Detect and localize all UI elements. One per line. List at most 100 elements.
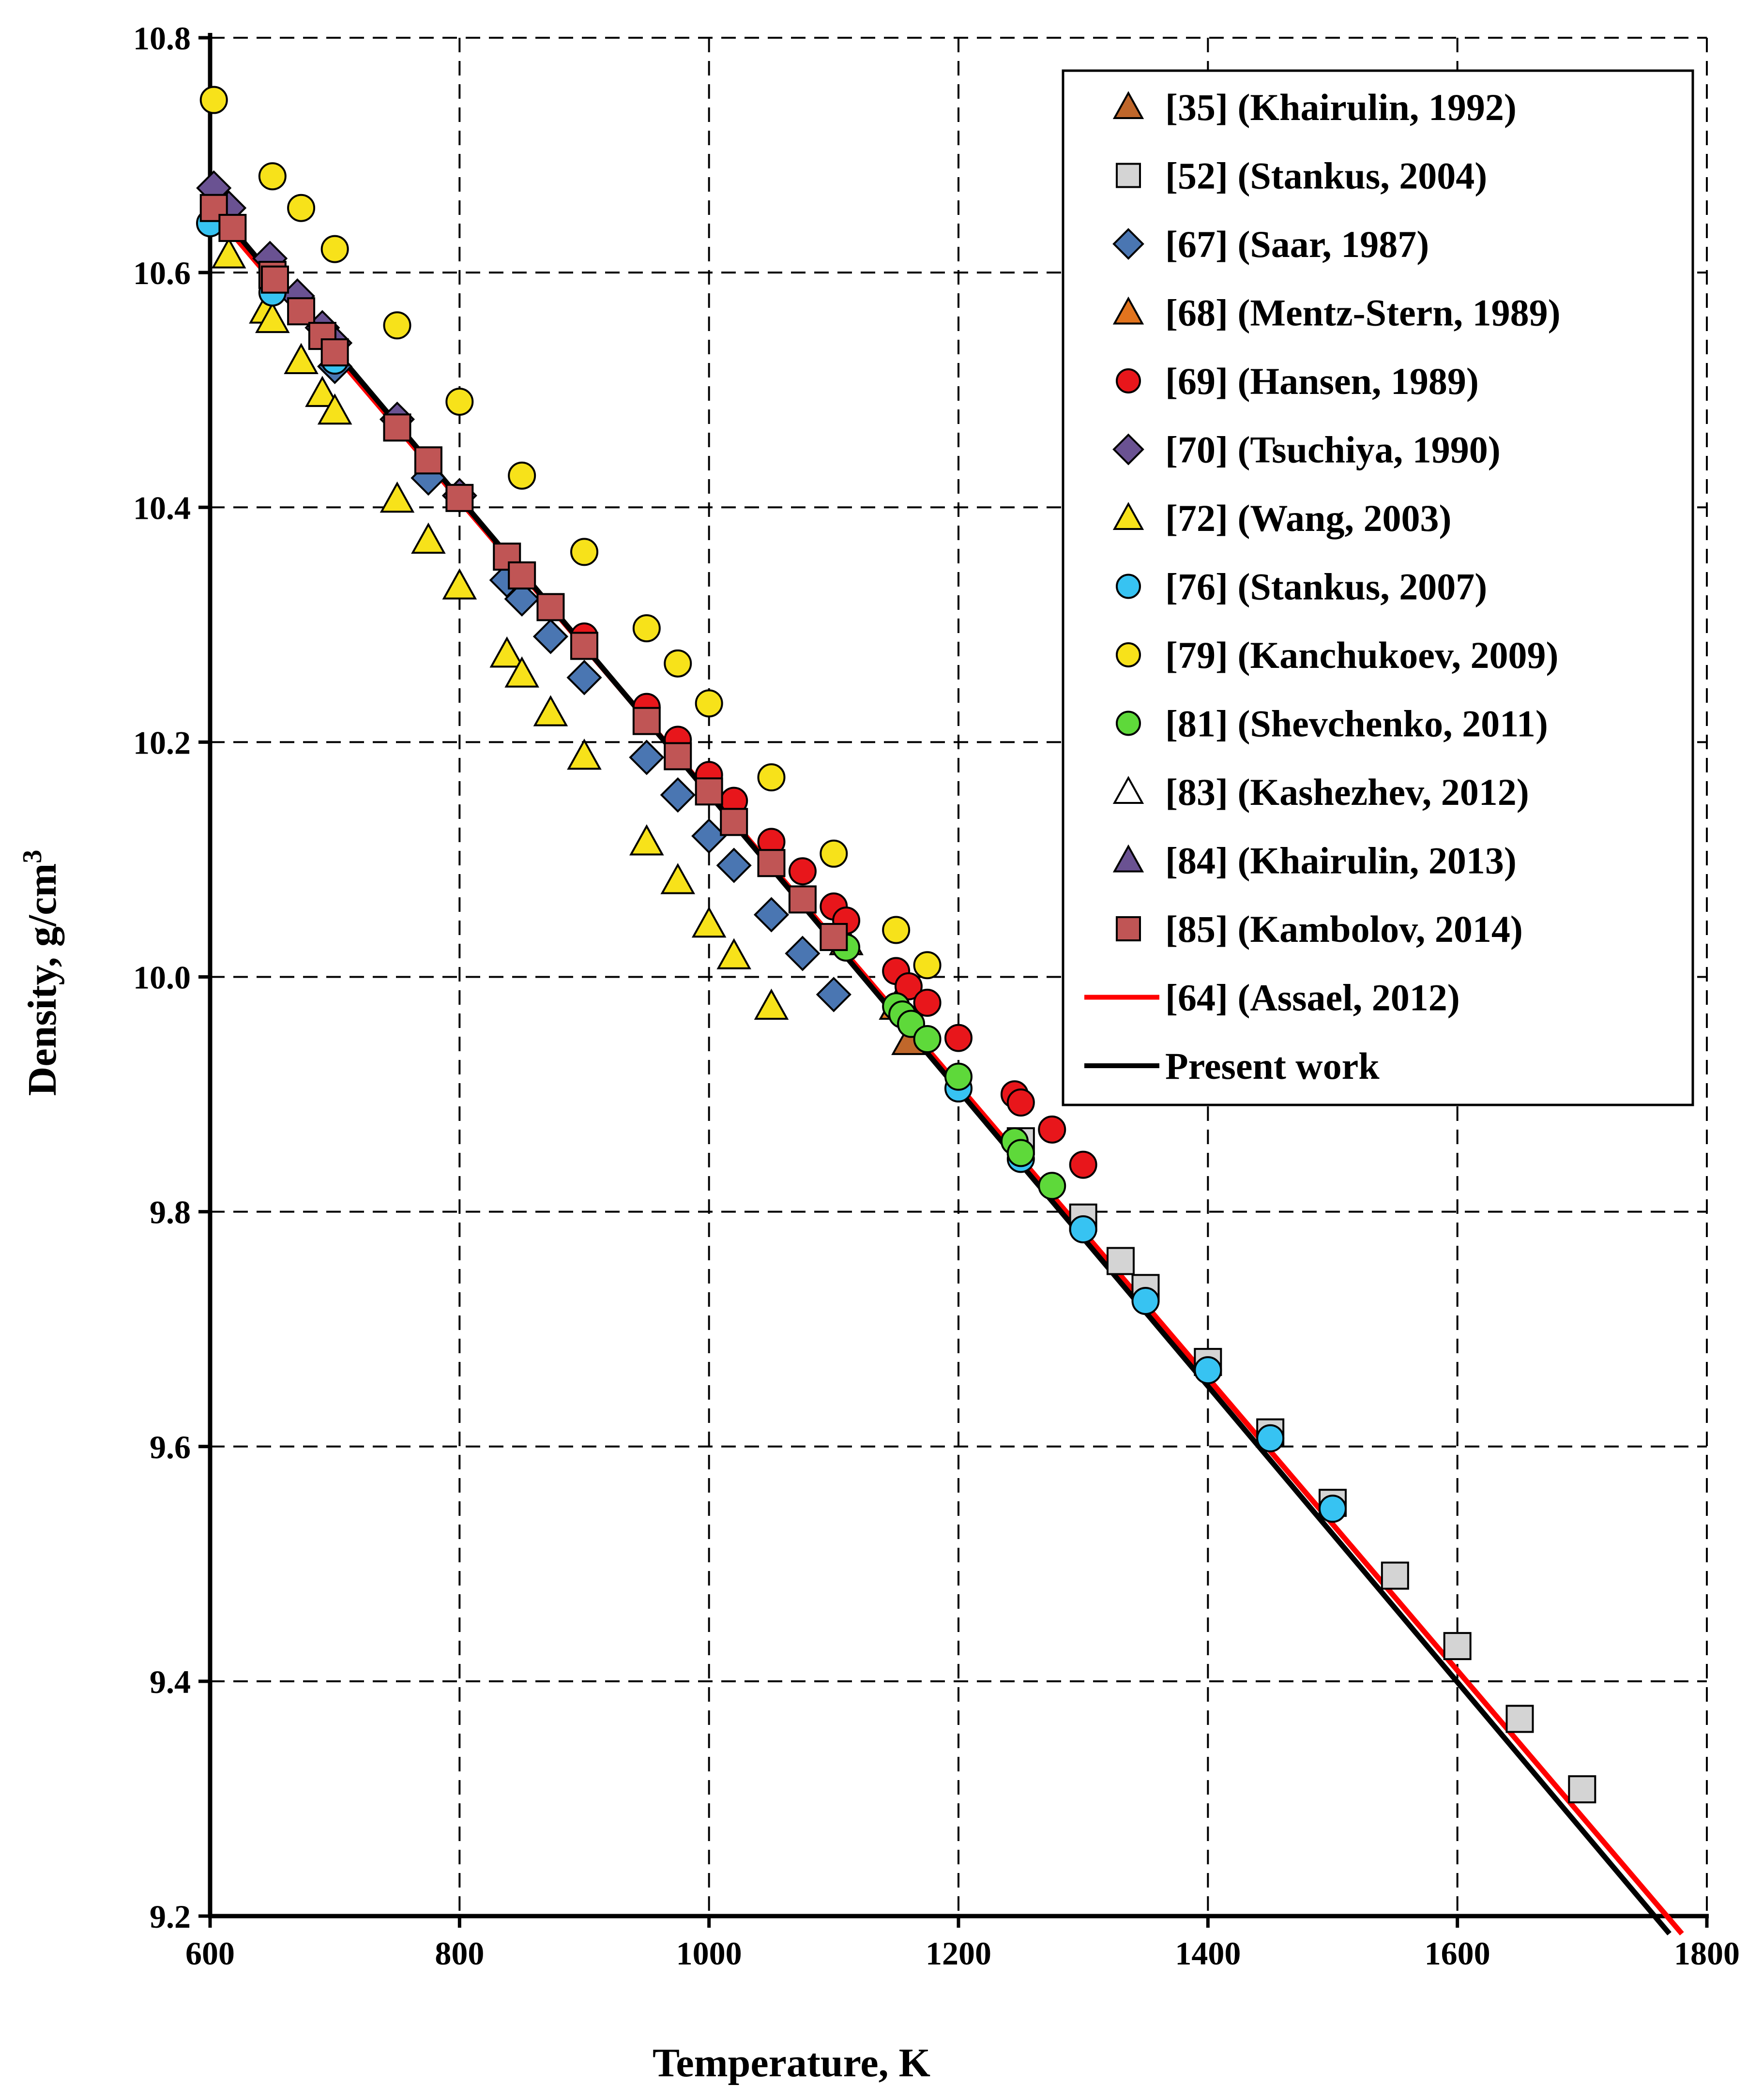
legend-marker-s81 — [1116, 710, 1141, 736]
y-tick-label: 9.2 — [150, 1898, 191, 1935]
legend-label-s76: [76] (Stankus, 2007) — [1165, 566, 1487, 608]
legend-label-s69: [69] (Hansen, 1989) — [1165, 360, 1479, 402]
point-s81 — [1038, 1172, 1066, 1200]
point-s85 — [536, 593, 565, 621]
y-tick-label: 10.6 — [133, 255, 191, 291]
point-s72 — [504, 656, 539, 688]
y-tick-label: 10.4 — [133, 489, 191, 526]
point-s85 — [788, 885, 817, 914]
y-tick-label: 10.8 — [133, 20, 191, 57]
axes — [198, 33, 1709, 1928]
y-axis-title-superscript: 3 — [17, 850, 47, 863]
point-s67 — [660, 777, 696, 813]
point-s79 — [570, 538, 598, 566]
legend: [35] (Khairulin, 1992) [52] (Stankus, 200… — [1062, 69, 1694, 1106]
legend-marker-s67 — [1112, 228, 1144, 260]
legend-label-s72: [72] (Wang, 2003) — [1165, 497, 1451, 539]
point-s72 — [660, 863, 696, 894]
point-s79 — [820, 839, 848, 868]
point-s85 — [695, 777, 723, 806]
point-s69 — [894, 972, 923, 1000]
legend-marker-s79 — [1116, 642, 1141, 667]
point-s85 — [320, 338, 349, 367]
legend-label-s70: [70] (Tsuchiya, 1990) — [1165, 429, 1501, 471]
point-s72 — [567, 738, 602, 770]
point-s85 — [720, 808, 748, 836]
point-s67 — [504, 581, 540, 617]
point-s69 — [944, 1024, 973, 1052]
point-s72 — [533, 695, 568, 726]
x-tick-label: 800 — [435, 1935, 484, 1972]
point-s69 — [913, 988, 942, 1017]
point-s72 — [629, 824, 664, 856]
legend-label-s79: [79] (Kanchukoev, 2009) — [1165, 634, 1559, 676]
point-s72 — [716, 938, 751, 969]
point-s67 — [716, 847, 752, 883]
x-tick-label: 1200 — [926, 1935, 991, 1972]
point-s85 — [218, 213, 247, 242]
legend-label-s67: [67] (Saar, 1987) — [1165, 223, 1429, 265]
point-s85 — [664, 742, 692, 771]
legend-marker-s35 — [1112, 91, 1144, 120]
point-s67 — [532, 619, 569, 654]
point-s79 — [632, 614, 661, 643]
point-s85 — [383, 413, 411, 442]
point-s52 — [1568, 1775, 1596, 1804]
point-s79 — [287, 194, 316, 222]
point-s52 — [1381, 1561, 1409, 1590]
x-tick-label: 1600 — [1425, 1935, 1490, 1972]
point-s79 — [445, 387, 474, 416]
point-s76 — [1194, 1356, 1222, 1385]
legend-marker-s68 — [1112, 296, 1144, 325]
point-s81 — [913, 1025, 942, 1054]
point-s79 — [508, 461, 536, 490]
x-tick-label: 1400 — [1175, 1935, 1241, 1972]
point-s76 — [1131, 1286, 1160, 1315]
point-s79 — [913, 951, 942, 980]
legend-label-s84: [84] (Khairulin, 2013) — [1165, 840, 1517, 882]
point-s69 — [1006, 1088, 1035, 1117]
y-axis-title-text: Density, g/cm — [20, 863, 65, 1096]
legend-label-s85: [85] (Kambolov, 2014) — [1165, 908, 1523, 950]
y-tick-label: 10.2 — [133, 724, 191, 761]
point-s72 — [489, 636, 525, 668]
point-s52 — [1443, 1632, 1472, 1661]
point-s85 — [260, 265, 289, 294]
point-s85 — [757, 849, 786, 877]
point-s79 — [882, 916, 911, 944]
y-tick-label: 9.4 — [150, 1663, 191, 1700]
point-s72 — [754, 988, 789, 1020]
legend-marker-s72 — [1112, 502, 1144, 530]
point-s72 — [691, 906, 727, 938]
point-s72 — [442, 568, 477, 600]
point-s85 — [820, 923, 848, 952]
x-tick-label: 600 — [185, 1935, 235, 1972]
point-s76 — [1256, 1424, 1285, 1452]
point-s81 — [944, 1062, 973, 1091]
legend-label-s35: [35] (Khairulin, 1992) — [1165, 86, 1517, 128]
point-s85 — [632, 707, 661, 735]
point-s72 — [380, 481, 415, 513]
point-s69 — [1069, 1150, 1097, 1179]
point-s79 — [757, 763, 786, 792]
y-tick-labels: 9.2 9.4 9.6 9.8 10.0 10.2 10.4 10.6 10.8 — [133, 20, 191, 1935]
point-s79 — [258, 162, 287, 191]
point-s85 — [445, 483, 474, 512]
legend-marker-s76 — [1116, 574, 1141, 599]
point-s79 — [320, 235, 349, 263]
point-s67 — [691, 818, 727, 854]
point-s85 — [570, 632, 598, 660]
point-s85 — [508, 561, 536, 589]
legend-marker-s83 — [1112, 776, 1144, 804]
point-s67 — [629, 740, 665, 775]
point-s72 — [305, 376, 340, 407]
y-axis-title: Density, g/cm3 — [17, 850, 65, 1096]
point-s76 — [1069, 1215, 1097, 1244]
point-s67 — [753, 897, 790, 933]
point-s67 — [566, 660, 602, 695]
point-s72 — [255, 302, 290, 333]
point-s72 — [411, 522, 446, 554]
point-s52 — [1106, 1247, 1135, 1275]
point-s79 — [199, 86, 228, 114]
legend-label-s81: [81] (Shevchenko, 2011) — [1165, 703, 1548, 745]
